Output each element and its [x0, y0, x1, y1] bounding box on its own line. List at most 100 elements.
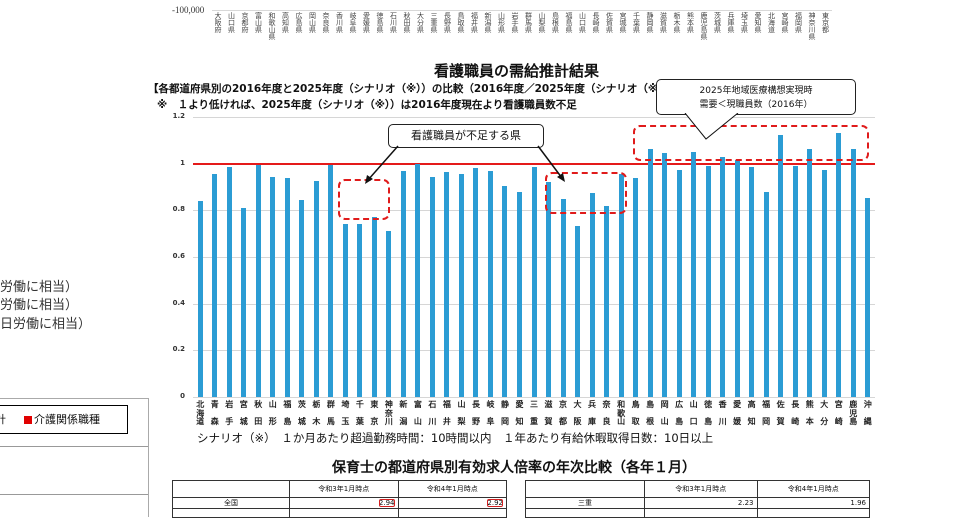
- value-r4: 1.96: [756, 497, 870, 509]
- top-prefecture-label: 愛知県: [754, 12, 762, 33]
- table-header-r3: 令和3年1月時点: [644, 480, 758, 498]
- y-tick-label: 0.4: [172, 298, 185, 307]
- top-prefecture-label: 山形県: [497, 12, 506, 33]
- x-tick-label: 奈 良: [602, 400, 611, 426]
- top-prefecture-label: 秋田県: [403, 12, 411, 33]
- y-tick-label: 1: [180, 158, 185, 167]
- gridline: [193, 117, 875, 118]
- top-prefecture-label: 香川県: [335, 12, 344, 33]
- gridline: [193, 397, 875, 398]
- x-tick-label: 大 分: [820, 400, 829, 426]
- callout-pointer-icon: [684, 113, 739, 140]
- x-tick-label: 秋 田: [254, 400, 263, 426]
- scenario-note: シナリオ（※） １か月あたり超過勤務時間：10時間以内 １年あたり有給休暇取得日…: [197, 431, 714, 445]
- chart-note: ※ １より低ければ、2025年度（シナリオ（※））は2016年度現在より看護職員…: [157, 99, 577, 111]
- top-prefecture-label: 徳島県: [376, 12, 384, 33]
- legend-prefix: 計: [0, 413, 6, 426]
- x-tick-label: 和歌山: [617, 400, 626, 426]
- top-prefecture-label: 鹿児島県: [700, 12, 708, 40]
- x-tick-label: 沖 縄: [863, 400, 872, 426]
- x-tick-label: 佐 賀: [776, 400, 785, 426]
- bar: [546, 182, 551, 397]
- bar: [212, 174, 218, 397]
- top-prefecture-label: 三重県: [430, 12, 438, 33]
- bar: [313, 181, 319, 397]
- table-header-r3: 令和3年1月時点: [289, 480, 399, 498]
- callout-arrows-icon: [365, 145, 565, 184]
- left-ratio-table: 令和3年1月時点 令和4年1月時点 全国 2.94 2.92: [172, 480, 507, 518]
- bar: [255, 164, 261, 397]
- y-tick-label: 0: [180, 392, 185, 400]
- highlight-box: [545, 172, 627, 214]
- top-prefecture-label: 広島県: [295, 12, 303, 33]
- shortage-callout: 看護職員が不足する県: [388, 124, 544, 148]
- top-prefecture-label: 福岡県: [794, 12, 803, 33]
- top-prefecture-label: 富山県: [254, 12, 263, 33]
- bar: [371, 217, 377, 397]
- x-tick-label: 兵 庫: [588, 400, 597, 426]
- top-prefecture-label: 鳥取県: [457, 12, 465, 33]
- negative-tick-label: -100,000: [172, 5, 205, 15]
- x-tick-label: 岐 阜: [486, 400, 495, 426]
- top-prefecture-label: 京都府: [241, 12, 249, 33]
- value-r3: 2.23: [644, 497, 758, 509]
- bar: [444, 171, 450, 397]
- top-prefecture-label: 岐阜県: [349, 12, 357, 33]
- y-tick-label: 1.2: [172, 112, 185, 120]
- x-tick-label: 岩 手: [225, 400, 234, 426]
- x-tick-label: 鳥 取: [631, 400, 640, 426]
- value-r4: 2.92: [487, 499, 503, 507]
- top-prefecture-label: 新潟県: [484, 12, 492, 33]
- x-tick-label: 徳 島: [704, 400, 713, 426]
- x-tick-label: 香 川: [718, 400, 727, 426]
- table-header-r4: 令和4年1月時点: [756, 480, 870, 498]
- x-tick-label: 埼 玉: [341, 400, 350, 426]
- x-tick-label: 長 野: [471, 400, 480, 426]
- chart-title: 看護職員の需給推計結果: [434, 62, 600, 80]
- x-tick-label: 宮 崎: [834, 400, 843, 426]
- top-prefecture-label: 埼玉県: [740, 12, 749, 33]
- bar: [458, 174, 464, 397]
- bar: [778, 134, 784, 397]
- x-tick-label: 茨 城: [297, 400, 306, 426]
- top-prefecture-label: 山口県: [227, 12, 236, 33]
- table-section-title: 保育士の都道府県別有効求人倍率の年次比較（各年１月）: [332, 460, 696, 476]
- table-header-r4: 令和4年1月時点: [397, 480, 507, 498]
- bar: [807, 148, 813, 397]
- top-prefecture-label: 和歌山県: [268, 12, 276, 40]
- bar: [241, 208, 247, 397]
- left-legend-box: 計 介護関係職種: [0, 405, 128, 434]
- top-prefecture-label: 長崎県: [592, 12, 600, 33]
- top-prefecture-label: 静岡県: [646, 12, 654, 33]
- bar: [691, 152, 697, 397]
- top-prefecture-label: 奈良県: [322, 12, 330, 33]
- top-prefecture-label: 宮崎県: [781, 12, 789, 33]
- table-header-blank: [172, 480, 290, 498]
- bar: [502, 185, 508, 397]
- top-prefecture-label: 熊本県: [686, 12, 695, 33]
- top-prefecture-label: 茨城県: [713, 12, 722, 33]
- bar: [792, 166, 798, 397]
- bar: [226, 167, 232, 397]
- x-tick-label: 富 山: [413, 400, 422, 426]
- x-tick-label: 京 都: [559, 400, 568, 426]
- bar: [734, 160, 740, 397]
- top-prefecture-label: 岡山県: [308, 12, 317, 33]
- x-tick-label: 福 岡: [762, 400, 771, 426]
- bar: [270, 176, 276, 397]
- x-tick-label: 長 崎: [791, 400, 800, 426]
- top-prefecture-label: 高知県: [281, 12, 290, 33]
- top-prefecture-label: 福井県: [470, 12, 479, 33]
- bar: [197, 201, 203, 397]
- top-prefecture-label: 大阪府: [214, 12, 222, 33]
- bar: [299, 199, 305, 397]
- x-tick-label: 福 井: [442, 400, 451, 426]
- bar: [386, 231, 392, 397]
- axis-rule: [212, 10, 832, 11]
- x-tick-label: 栃 木: [312, 400, 321, 426]
- surplus-callout: 2025年地域医療構想実現時 需要＜現職員数（2016年）: [656, 79, 856, 115]
- panel-divider: [0, 494, 148, 495]
- left-legend-panel: [0, 398, 149, 517]
- top-prefecture-label: 佐賀県: [605, 12, 614, 33]
- bar: [531, 167, 537, 397]
